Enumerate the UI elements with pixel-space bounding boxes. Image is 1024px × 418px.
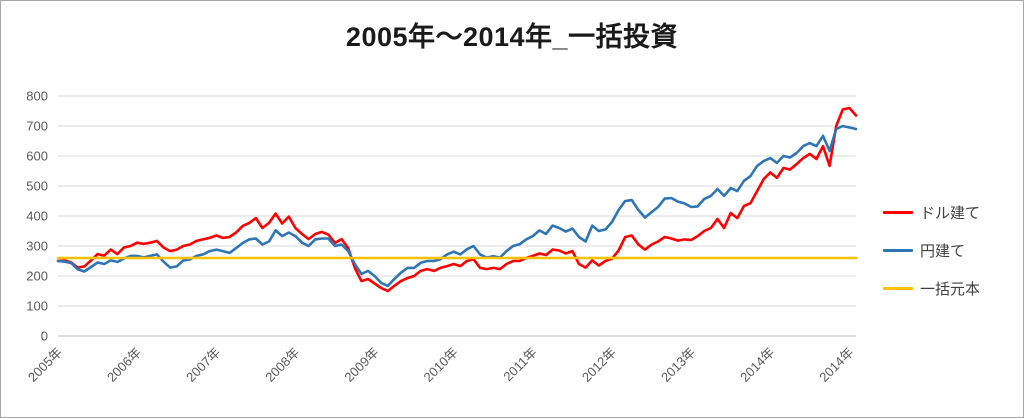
series-line-ドル建て bbox=[56, 106, 858, 293]
chart-legend: ドル建て 円建て 一括元本 bbox=[883, 203, 1019, 317]
legend-label-principal: 一括元本 bbox=[920, 280, 981, 298]
legend-label-usd: ドル建て bbox=[920, 204, 981, 222]
legend-item-jpy[interactable]: 円建て bbox=[883, 241, 1019, 260]
y-tick-label: 700 bbox=[26, 119, 48, 134]
x-tick-label: 2014年 bbox=[816, 345, 856, 385]
x-tick-label: 2013年 bbox=[658, 345, 698, 385]
x-tick-label: 2005年 bbox=[25, 345, 65, 385]
legend-item-usd[interactable]: ドル建て bbox=[883, 203, 1019, 222]
x-tick-label: 2014年 bbox=[737, 345, 777, 385]
x-tick-label: 2008年 bbox=[262, 345, 302, 385]
y-tick-label: 200 bbox=[26, 269, 48, 284]
x-tick-label: 2010年 bbox=[421, 345, 461, 385]
x-tick-label: 2012年 bbox=[579, 345, 619, 385]
usd-line-swatch bbox=[883, 210, 913, 214]
x-tick-label: 2011年 bbox=[500, 345, 540, 385]
y-tick-label: 500 bbox=[26, 179, 48, 194]
principal-line-swatch bbox=[883, 286, 913, 290]
x-tick-label: 2007年 bbox=[183, 345, 223, 385]
y-tick-label: 300 bbox=[26, 239, 48, 254]
jpy-line-swatch bbox=[883, 248, 913, 252]
chart-title: 2005年～2014年_一括投資 bbox=[345, 22, 679, 52]
y-tick-label: 600 bbox=[26, 149, 48, 164]
x-tick-label: 2006年 bbox=[104, 345, 144, 385]
y-tick-label: 400 bbox=[26, 209, 48, 224]
legend-item-principal[interactable]: 一括元本 bbox=[883, 279, 1019, 298]
series-line-円建て bbox=[56, 124, 858, 288]
x-tick-label: 2009年 bbox=[341, 345, 381, 385]
y-tick-label: 0 bbox=[41, 329, 48, 344]
y-tick-label: 800 bbox=[26, 89, 48, 104]
y-tick-label: 100 bbox=[26, 299, 48, 314]
legend-label-jpy: 円建て bbox=[920, 242, 966, 260]
